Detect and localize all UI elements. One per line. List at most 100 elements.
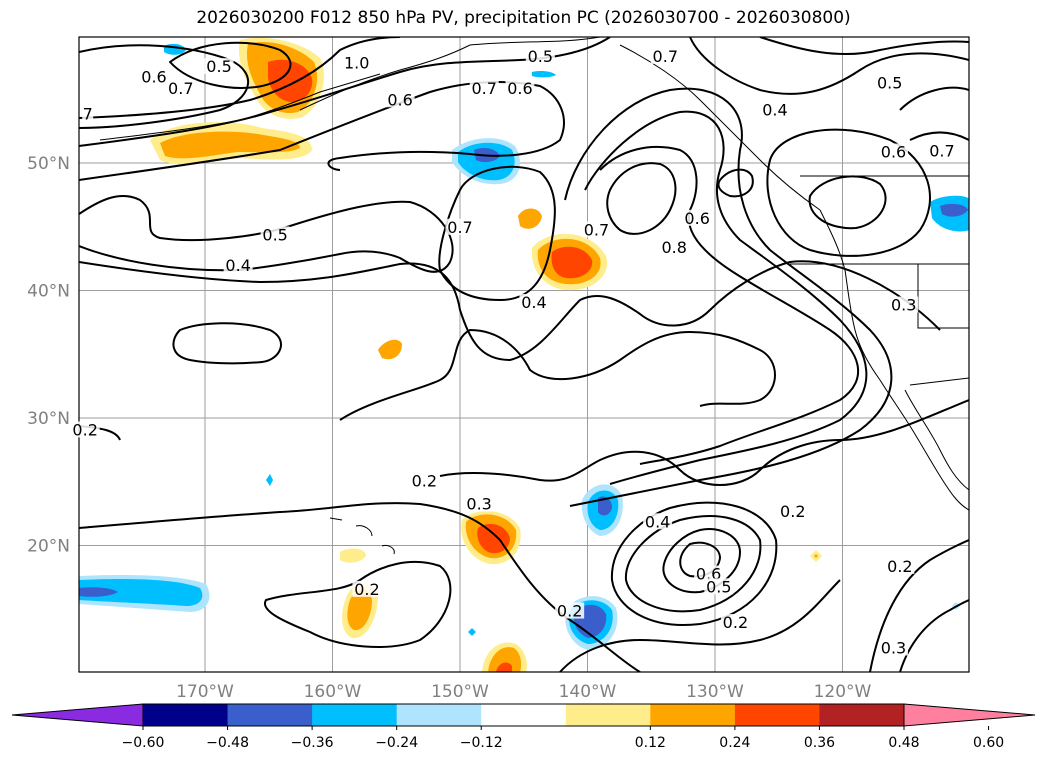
colorbar-tick-label: −0.36	[291, 735, 334, 751]
latitude-label: 20°N	[27, 537, 70, 557]
contour-south-loop-3	[662, 528, 741, 594]
shade-blue-22n-core	[598, 496, 612, 516]
contour-south-loop-2	[610, 501, 778, 626]
shade-spot-blue-1	[266, 474, 273, 486]
contour-label: 0.4	[762, 100, 787, 119]
contour-mid-central	[339, 329, 776, 421]
shade-red-20n-core	[477, 523, 510, 554]
contour-south-east	[899, 599, 969, 672]
contour-label-bg	[879, 639, 908, 656]
map-title: 2026030200 F012 850 hPa PV, precipitatio…	[196, 8, 851, 28]
contour-east-ridge-2	[584, 110, 868, 485]
contour-label-bg	[82, 105, 94, 122]
contour-label-bg	[70, 421, 100, 438]
contour-label-bg	[505, 79, 535, 96]
contour-label: 0.2	[412, 471, 437, 490]
contour-label-bg	[555, 602, 585, 619]
contour-label-bg	[650, 47, 680, 64]
contour-label-bg	[682, 209, 712, 226]
contour-east-edge	[899, 86, 969, 141]
contour-label: 0.4	[645, 512, 670, 531]
colorbar-tick-label: 0.12	[635, 735, 666, 751]
contour-south-mid	[439, 399, 969, 486]
latitude-label: 30°N	[27, 409, 70, 429]
contour-label-bg	[694, 565, 724, 582]
latitude-label: 40°N	[27, 282, 70, 302]
contour-label-bg	[519, 293, 549, 310]
coast-hawaii-3	[381, 545, 395, 555]
contour-label-bg	[139, 68, 169, 85]
border-us-mexico	[909, 377, 969, 386]
contour-north-ring-center	[438, 165, 556, 301]
shade-spot-blue-2	[468, 628, 476, 636]
contour-label: 0.7	[447, 218, 472, 237]
contour-west-low	[79, 260, 941, 361]
contour-label-bg	[385, 91, 415, 108]
contour-label-bg	[760, 101, 790, 118]
contour-label: 1.0	[344, 53, 369, 72]
contour-labels: 0.60.50.771.00.60.60.50.70.70.50.40.6 0.7…	[70, 47, 957, 658]
shade-blue-west-core	[79, 587, 118, 597]
coast-alaska-south	[469, 37, 601, 46]
contour-label-bg	[643, 513, 673, 530]
contour-label-bg	[469, 79, 499, 96]
longitude-label: 170°W	[176, 682, 234, 702]
colorbar-box	[734, 704, 820, 726]
colorbar-tick-label: 0.36	[804, 735, 835, 751]
contour-label: 0.4	[521, 293, 546, 312]
shade-small-blue-2	[532, 71, 556, 78]
contour-label-bg	[889, 296, 919, 313]
graticule	[79, 37, 969, 672]
contour-south-loop-1	[624, 515, 762, 613]
colorbar-tick-label: −0.60	[122, 735, 165, 751]
contour-label: 0.7	[584, 220, 609, 239]
shade-spot-orange-east	[814, 554, 818, 558]
colorbar-extend-low	[11, 703, 144, 727]
contour-label-bg	[659, 239, 689, 256]
contour-south-bottom-1	[559, 579, 841, 672]
contour-label-bg	[581, 221, 611, 238]
contour-label-bg	[885, 557, 915, 574]
coast-bc	[819, 209, 881, 381]
contour-east-ridge-1	[599, 146, 859, 465]
contour-label-bg	[352, 580, 382, 597]
contour-label: 0.6	[141, 67, 166, 86]
colorbar-box	[312, 704, 398, 726]
coast-california	[879, 379, 969, 511]
coast-hawaii-2	[355, 525, 373, 537]
contour-label: 0.3	[881, 639, 906, 658]
contour-east-inner-1	[606, 162, 677, 235]
colorbar-box	[481, 704, 567, 726]
latitude-label: 50°N	[27, 154, 70, 174]
coast-panhandle	[619, 44, 821, 211]
shade-orange-18n	[340, 548, 366, 563]
contour-label: 0.5	[877, 74, 902, 93]
shade-blue-west-mid	[79, 578, 203, 606]
contour-east-inner-2	[717, 168, 754, 198]
coast-alaska-peninsula	[299, 44, 471, 111]
contour-label: 0.5	[706, 577, 731, 596]
contour-label-bg	[260, 226, 290, 243]
colorbar-tick-label: 0.60	[973, 735, 1004, 751]
contour-label: 0.2	[354, 580, 379, 599]
longitude-label: 120°W	[814, 682, 872, 702]
contour-label-bg	[879, 143, 908, 160]
contour-label-bg	[875, 74, 905, 91]
shade-blue-east-core	[940, 203, 968, 217]
contour-label: 0.7	[168, 79, 193, 98]
contour-label: 0.2	[887, 557, 912, 576]
longitude-label: 130°W	[686, 682, 744, 702]
longitude-labels: 170°W 160°W 150°W 140°W 130°W 120°W	[176, 682, 871, 702]
contour-label: 0.3	[466, 494, 491, 513]
coast-baja	[904, 389, 969, 491]
colorbar-outline	[142, 703, 905, 727]
contour-label: 0.2	[723, 613, 748, 632]
contour-north-d	[79, 81, 565, 181]
contour-label: 0.7	[653, 47, 678, 66]
contour-label-bg	[342, 54, 372, 71]
coast-aleutians	[99, 73, 381, 141]
contour-west-blob	[172, 322, 282, 365]
contour-label-bg	[445, 218, 475, 235]
colorbar-extend-high	[903, 703, 1036, 727]
